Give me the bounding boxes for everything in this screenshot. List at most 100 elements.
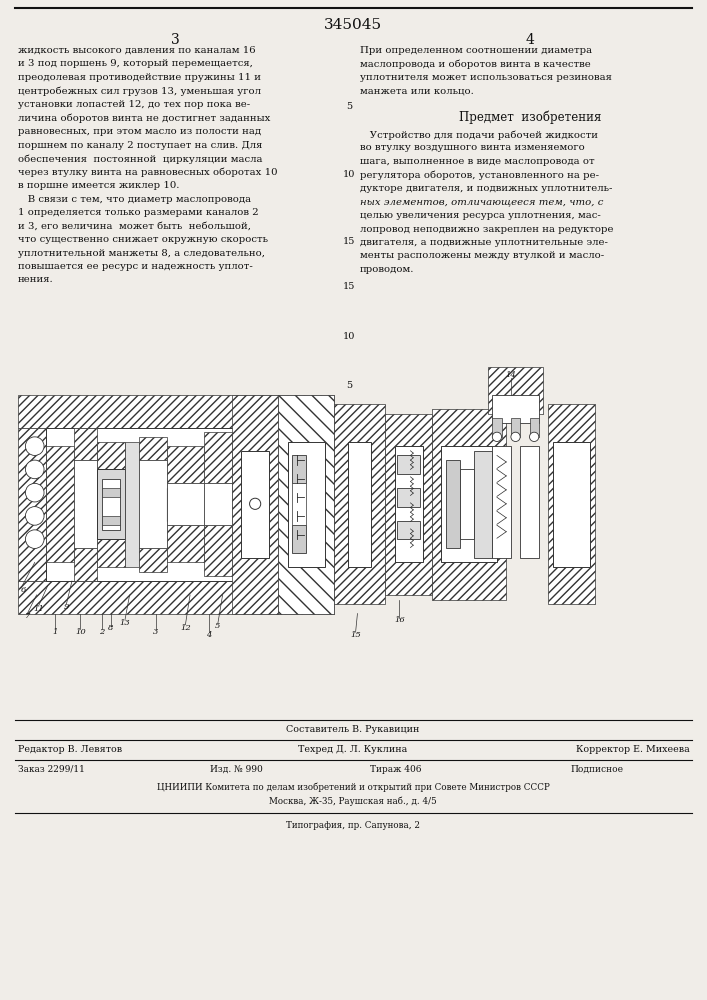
Bar — [97, 442, 125, 469]
Text: уплотнителя может использоваться резиновая: уплотнителя может использоваться резинов… — [360, 73, 612, 82]
Text: Редактор В. Левятов: Редактор В. Левятов — [18, 745, 122, 754]
Text: Корректор Е. Михеева: Корректор Е. Михеева — [576, 745, 690, 754]
Bar — [139, 548, 167, 572]
Text: Типография, пр. Сапунова, 2: Типография, пр. Сапунова, 2 — [286, 821, 420, 830]
Text: 7: 7 — [25, 612, 30, 620]
Bar — [204, 483, 232, 525]
Text: и 3 под поршень 9, который перемещается,: и 3 под поршень 9, который перемещается, — [18, 60, 253, 68]
Text: 16: 16 — [394, 616, 404, 624]
Text: При определенном соотношении диаметра: При определенном соотношении диаметра — [360, 46, 592, 55]
Text: 5: 5 — [346, 102, 352, 111]
Circle shape — [250, 498, 261, 509]
Text: 11: 11 — [33, 605, 44, 613]
Bar — [167, 525, 204, 562]
Text: центробежных сил грузов 13, уменьшая угол: центробежных сил грузов 13, уменьшая уго… — [18, 87, 261, 96]
Text: шага, выполненное в виде маслопровода от: шага, выполненное в виде маслопровода от — [360, 157, 595, 166]
Text: нения.: нения. — [18, 275, 54, 284]
Text: 15: 15 — [350, 631, 361, 639]
Text: 6: 6 — [21, 586, 26, 594]
Text: уплотнительной манжеты 8, а следовательно,: уплотнительной манжеты 8, а следовательн… — [18, 248, 265, 257]
Text: 10: 10 — [343, 332, 355, 341]
Text: Заказ 2299/11: Заказ 2299/11 — [18, 765, 85, 774]
Bar — [511, 418, 520, 437]
Text: поршнем по каналу 2 поступает на слив. Для: поршнем по каналу 2 поступает на слив. Д… — [18, 140, 262, 149]
Bar — [334, 404, 385, 604]
Text: проводом.: проводом. — [360, 265, 414, 274]
Text: менты расположены между втулкой и масло-: менты расположены между втулкой и масло- — [360, 251, 604, 260]
Bar — [385, 414, 432, 595]
Bar — [46, 428, 334, 581]
Circle shape — [511, 432, 520, 442]
Text: 4: 4 — [206, 631, 211, 639]
Text: Подписное: Подписное — [570, 765, 623, 774]
Text: регулятора оборотов, установленного на ре-: регулятора оборотов, установленного на р… — [360, 170, 599, 180]
Bar — [492, 395, 539, 423]
Text: повышается ее ресурс и надежность уплот-: повышается ее ресурс и надежность уплот- — [18, 262, 252, 271]
Text: в поршне имеется жиклер 10.: в поршне имеется жиклер 10. — [18, 181, 180, 190]
Bar — [167, 446, 204, 483]
Text: Тираж 406: Тираж 406 — [370, 765, 421, 774]
Bar — [520, 446, 539, 558]
Circle shape — [492, 432, 501, 442]
Circle shape — [25, 530, 44, 548]
Bar — [279, 395, 334, 614]
Bar — [548, 404, 595, 604]
Bar — [97, 469, 125, 539]
Bar — [139, 437, 167, 460]
Text: что существенно снижает окружную скорость: что существенно снижает окружную скорост… — [18, 235, 268, 244]
Bar — [102, 516, 120, 525]
Bar — [204, 525, 232, 576]
Text: 345045: 345045 — [324, 18, 382, 32]
Text: двигателя, а подвижные уплотнительные эле-: двигателя, а подвижные уплотнительные эл… — [360, 238, 608, 247]
Bar — [74, 460, 97, 548]
Text: Устройство для подачи рабочей жидкости: Устройство для подачи рабочей жидкости — [360, 130, 598, 139]
Text: В связи с тем, что диаметр маслопровода: В связи с тем, что диаметр маслопровода — [18, 194, 251, 204]
Text: ЦНИИПИ Комитета по делам изобретений и открытий при Совете Министров СССР: ЦНИИПИ Комитета по делам изобретений и о… — [157, 782, 549, 792]
Text: 1: 1 — [52, 628, 58, 636]
Bar — [441, 446, 497, 562]
Text: Техред Д. Л. Куклина: Техред Д. Л. Куклина — [298, 745, 408, 754]
Text: 3: 3 — [170, 33, 180, 47]
Bar — [167, 483, 204, 525]
Text: 14: 14 — [506, 371, 516, 379]
Text: маслопровода и оборотов винта в качестве: маслопровода и оборотов винта в качестве — [360, 60, 591, 69]
Text: через втулку винта на равновесных оборотах 10: через втулку винта на равновесных оборот… — [18, 167, 278, 177]
Bar — [488, 367, 544, 414]
Text: дукторе двигателя, и подвижных уплотнитель-: дукторе двигателя, и подвижных уплотните… — [360, 184, 612, 193]
Bar — [460, 469, 474, 539]
Text: равновесных, при этом масло из полости над: равновесных, при этом масло из полости н… — [18, 127, 261, 136]
Bar — [74, 548, 97, 581]
Text: 12: 12 — [180, 624, 191, 632]
Text: 15: 15 — [343, 237, 355, 246]
Text: целью увеличения ресурса уплотнения, мас-: целью увеличения ресурса уплотнения, мас… — [360, 211, 601, 220]
Text: 9: 9 — [64, 603, 69, 611]
Bar — [102, 488, 120, 497]
Circle shape — [530, 432, 539, 442]
Text: Предмет  изобретения: Предмет изобретения — [459, 110, 601, 123]
Bar — [18, 581, 334, 614]
Bar — [395, 446, 423, 562]
Bar — [293, 455, 306, 483]
Bar — [446, 460, 460, 548]
Text: 8: 8 — [108, 624, 114, 632]
Text: 4: 4 — [525, 33, 534, 47]
Bar — [397, 488, 420, 507]
Text: личина оборотов винта не достигнет заданных: личина оборотов винта не достигнет задан… — [18, 113, 270, 123]
Bar — [293, 525, 306, 553]
Bar — [102, 479, 120, 530]
Text: жидкость высокого давления по каналам 16: жидкость высокого давления по каналам 16 — [18, 46, 256, 55]
Bar — [97, 539, 125, 567]
Bar — [553, 442, 590, 567]
Text: 2: 2 — [99, 628, 105, 636]
Text: Москва, Ж-35, Раушская наб., д. 4/5: Москва, Ж-35, Раушская наб., д. 4/5 — [269, 796, 437, 806]
Text: и 3, его величина  может быть  небольшой,: и 3, его величина может быть небольшой, — [18, 222, 251, 231]
Bar — [288, 442, 325, 567]
Bar — [492, 418, 501, 437]
Bar — [348, 442, 371, 567]
Text: Изд. № 990: Изд. № 990 — [210, 765, 263, 774]
Bar — [397, 521, 420, 539]
Bar — [18, 395, 334, 428]
Bar — [232, 395, 279, 614]
Bar — [139, 460, 167, 548]
Text: обеспечения  постоянной  циркуляции масла: обеспечения постоянной циркуляции масла — [18, 154, 262, 163]
